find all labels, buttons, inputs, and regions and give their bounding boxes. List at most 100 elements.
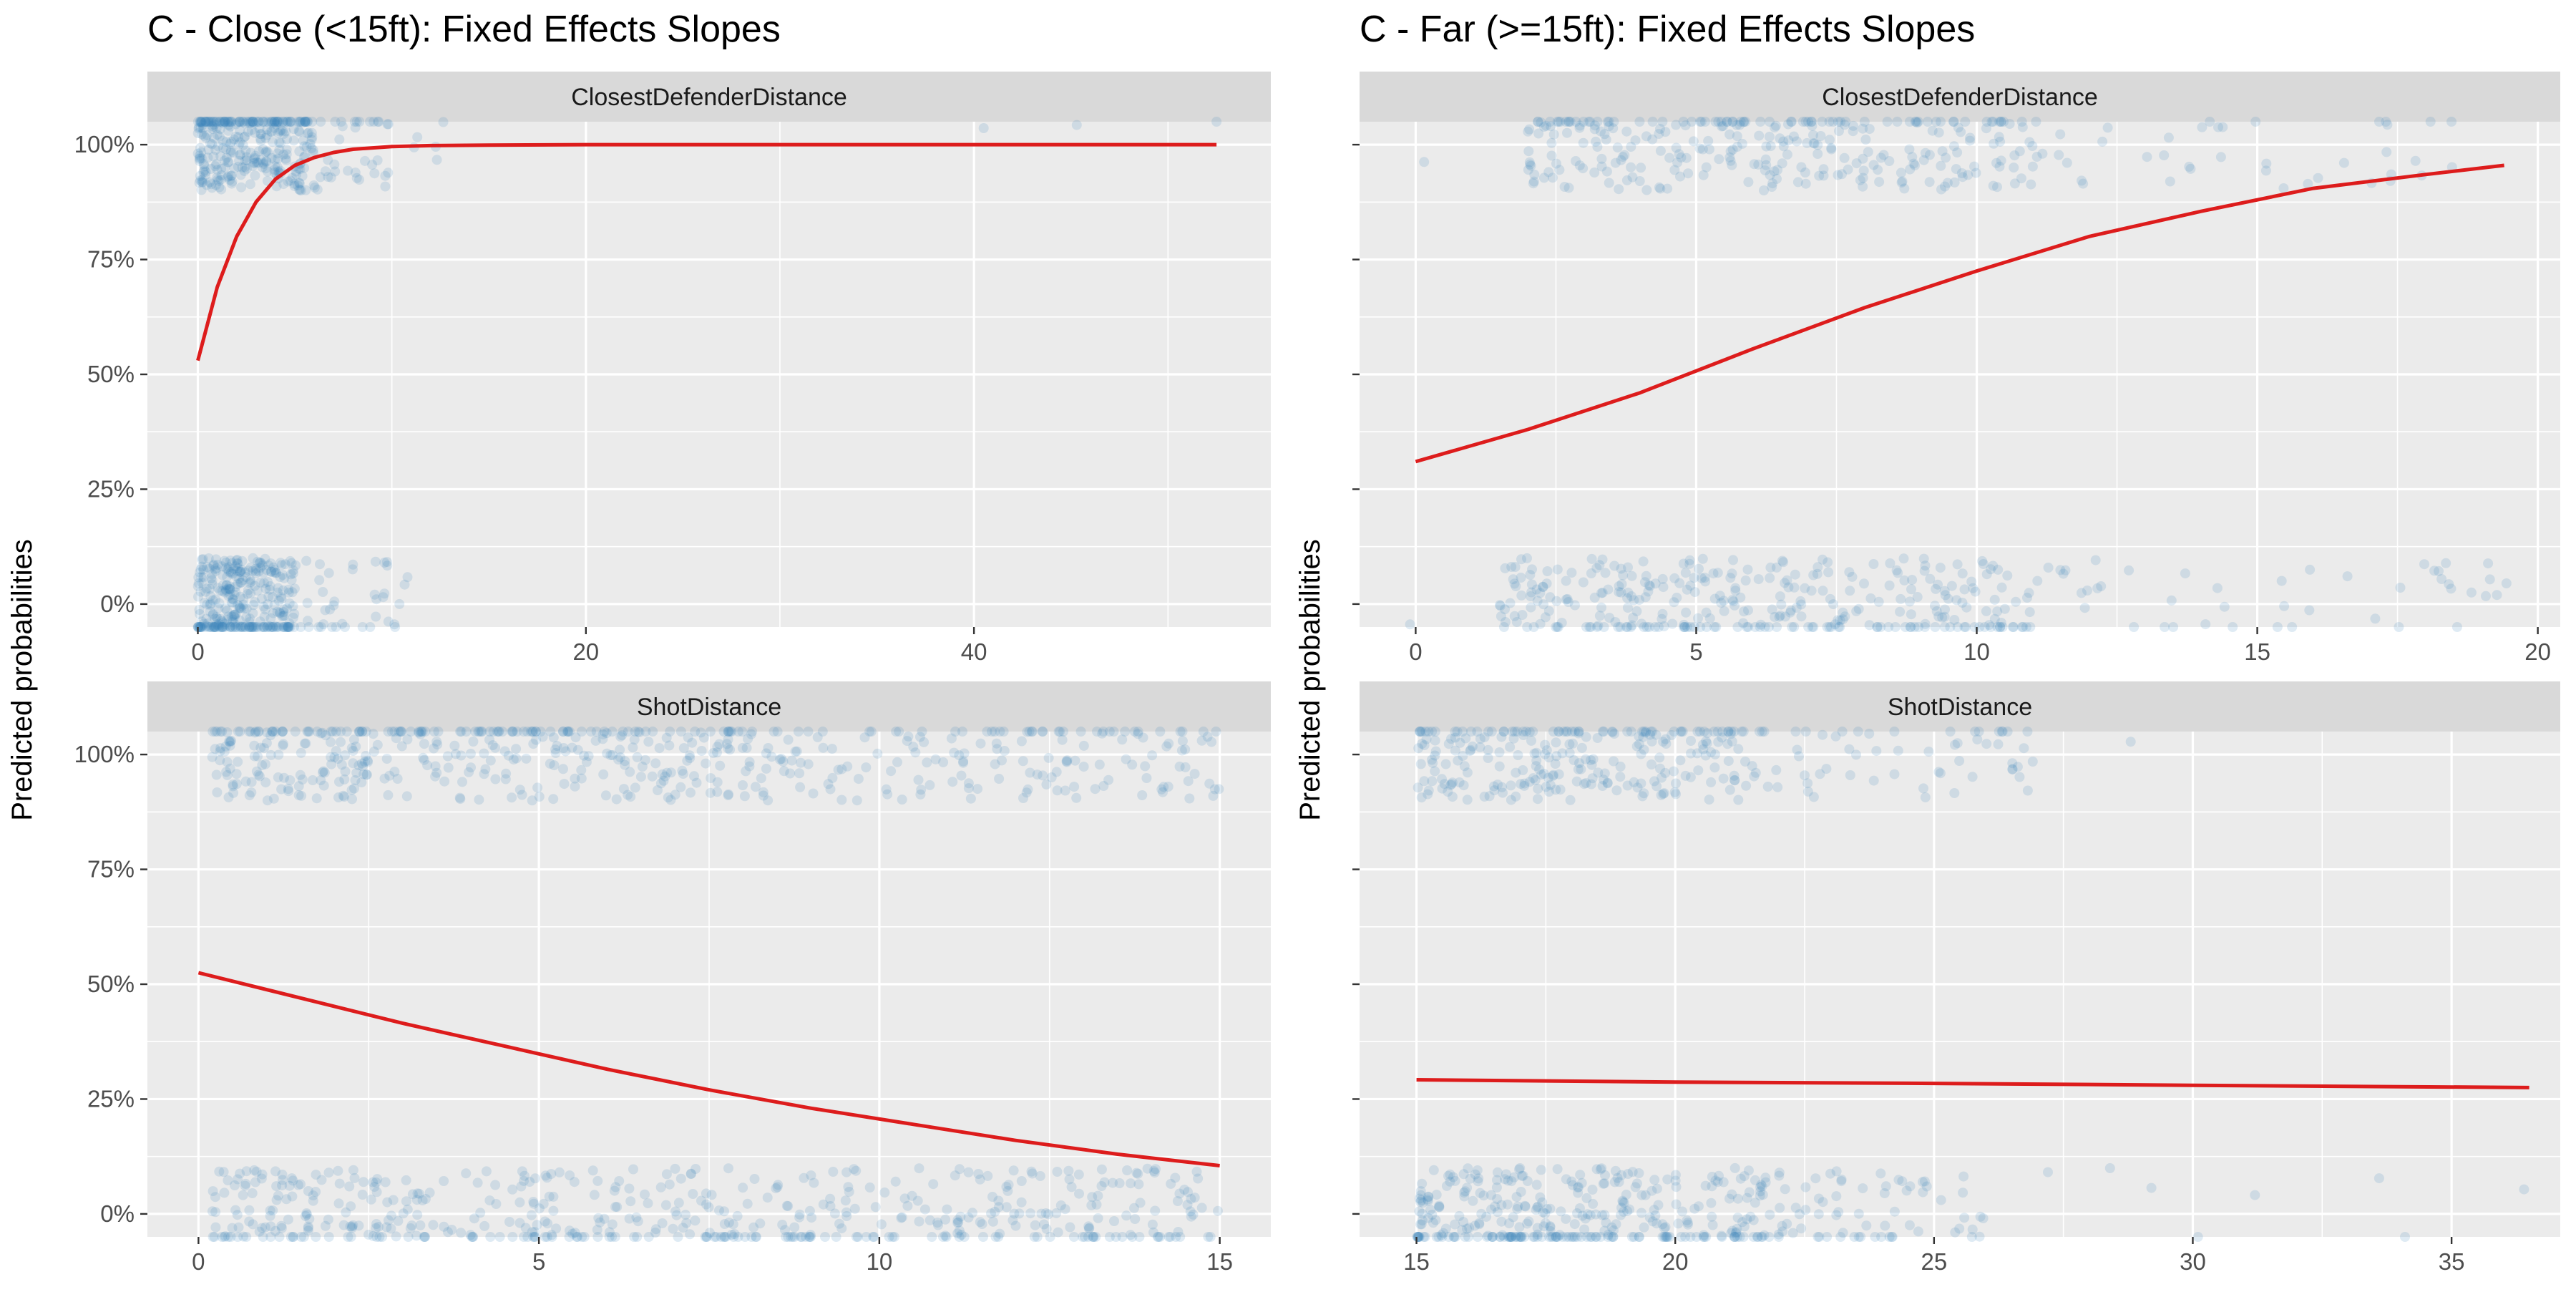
y-tick-label: 75% bbox=[87, 856, 135, 883]
data-point bbox=[780, 1225, 790, 1235]
data-point bbox=[1029, 1232, 1040, 1242]
data-point bbox=[226, 597, 237, 608]
data-point bbox=[209, 622, 220, 632]
data-point bbox=[1562, 127, 1572, 138]
data-point bbox=[2092, 583, 2103, 593]
data-point bbox=[205, 606, 215, 617]
data-point bbox=[1833, 615, 1843, 626]
data-point bbox=[1920, 792, 1931, 802]
data-point bbox=[1505, 598, 1516, 608]
data-point bbox=[1906, 622, 1916, 632]
data-point bbox=[1689, 1203, 1700, 1214]
data-point bbox=[197, 622, 208, 632]
data-point bbox=[311, 1170, 321, 1180]
data-point bbox=[419, 1232, 430, 1242]
data-point bbox=[213, 175, 223, 185]
data-point bbox=[1589, 167, 1600, 178]
data-point bbox=[1508, 574, 1518, 585]
data-point bbox=[719, 1219, 730, 1229]
data-point bbox=[2446, 117, 2457, 127]
data-point bbox=[1179, 1185, 1190, 1195]
data-point bbox=[1032, 1232, 1043, 1242]
data-point bbox=[987, 727, 997, 737]
data-point bbox=[1904, 144, 1915, 155]
data-point bbox=[208, 1186, 218, 1197]
data-point bbox=[490, 742, 501, 753]
data-point bbox=[1569, 727, 1580, 737]
data-point bbox=[1071, 792, 1082, 803]
data-point bbox=[248, 622, 259, 632]
y-tick-label: 25% bbox=[87, 475, 135, 502]
data-point bbox=[258, 622, 269, 632]
data-point bbox=[250, 170, 260, 181]
data-point bbox=[2008, 622, 2019, 632]
data-point bbox=[1977, 555, 1988, 566]
data-point bbox=[401, 1175, 411, 1185]
data-point bbox=[542, 1218, 553, 1229]
data-point bbox=[1554, 165, 1565, 175]
data-point bbox=[270, 1225, 280, 1236]
data-point bbox=[215, 124, 225, 135]
data-point bbox=[1639, 622, 1649, 632]
data-point bbox=[558, 727, 568, 737]
data-point bbox=[1430, 735, 1440, 746]
data-point bbox=[415, 1220, 426, 1230]
data-point bbox=[286, 1232, 296, 1242]
data-point bbox=[244, 622, 255, 632]
data-point bbox=[723, 1218, 734, 1228]
data-point bbox=[634, 727, 645, 738]
data-point bbox=[1014, 1208, 1025, 1219]
data-point bbox=[274, 1232, 285, 1242]
data-point bbox=[380, 1177, 391, 1187]
data-point bbox=[361, 769, 372, 780]
data-point bbox=[1137, 790, 1148, 800]
data-point bbox=[514, 1218, 525, 1228]
data-point bbox=[307, 117, 318, 127]
data-point bbox=[917, 727, 927, 737]
data-point bbox=[1800, 167, 1810, 178]
data-point bbox=[783, 1232, 794, 1242]
data-point bbox=[678, 769, 688, 779]
data-point bbox=[1203, 1232, 1214, 1242]
data-point bbox=[212, 165, 223, 175]
data-point bbox=[1598, 1178, 1609, 1189]
data-point bbox=[1933, 611, 1944, 622]
data-point bbox=[226, 178, 237, 189]
data-point bbox=[1994, 117, 2005, 127]
x-tick-label: 40 bbox=[961, 638, 987, 665]
data-point bbox=[247, 622, 258, 632]
data-point bbox=[278, 125, 288, 136]
data-point bbox=[1669, 573, 1680, 583]
data-point bbox=[1689, 573, 1699, 583]
data-point bbox=[1948, 117, 1958, 127]
data-point bbox=[1188, 1209, 1199, 1220]
data-point bbox=[866, 727, 877, 737]
data-point bbox=[1872, 622, 1883, 632]
data-point bbox=[215, 727, 226, 737]
data-point bbox=[248, 608, 258, 618]
data-point bbox=[351, 117, 362, 127]
data-point bbox=[371, 1187, 382, 1198]
data-point bbox=[1163, 1232, 1174, 1242]
data-point bbox=[1423, 1194, 1433, 1205]
data-point bbox=[1496, 611, 1506, 621]
data-point bbox=[1874, 177, 1885, 188]
data-point bbox=[1211, 117, 1222, 127]
data-point bbox=[1742, 564, 1753, 575]
data-point bbox=[1697, 553, 1708, 564]
data-point bbox=[223, 120, 234, 130]
data-point bbox=[1728, 555, 1738, 565]
data-point bbox=[1810, 1173, 1821, 1184]
data-point bbox=[1672, 157, 1683, 168]
data-point bbox=[1836, 1176, 1847, 1187]
data-point bbox=[1680, 1232, 1691, 1242]
data-point bbox=[320, 605, 331, 616]
facet-label: ShotDistance bbox=[1888, 694, 2032, 721]
data-point bbox=[2021, 622, 2031, 632]
data-point bbox=[1961, 602, 1972, 613]
data-point bbox=[1761, 160, 1772, 170]
data-point bbox=[215, 117, 225, 127]
data-point bbox=[1423, 785, 1434, 796]
data-point bbox=[270, 568, 281, 578]
data-point bbox=[317, 727, 328, 738]
